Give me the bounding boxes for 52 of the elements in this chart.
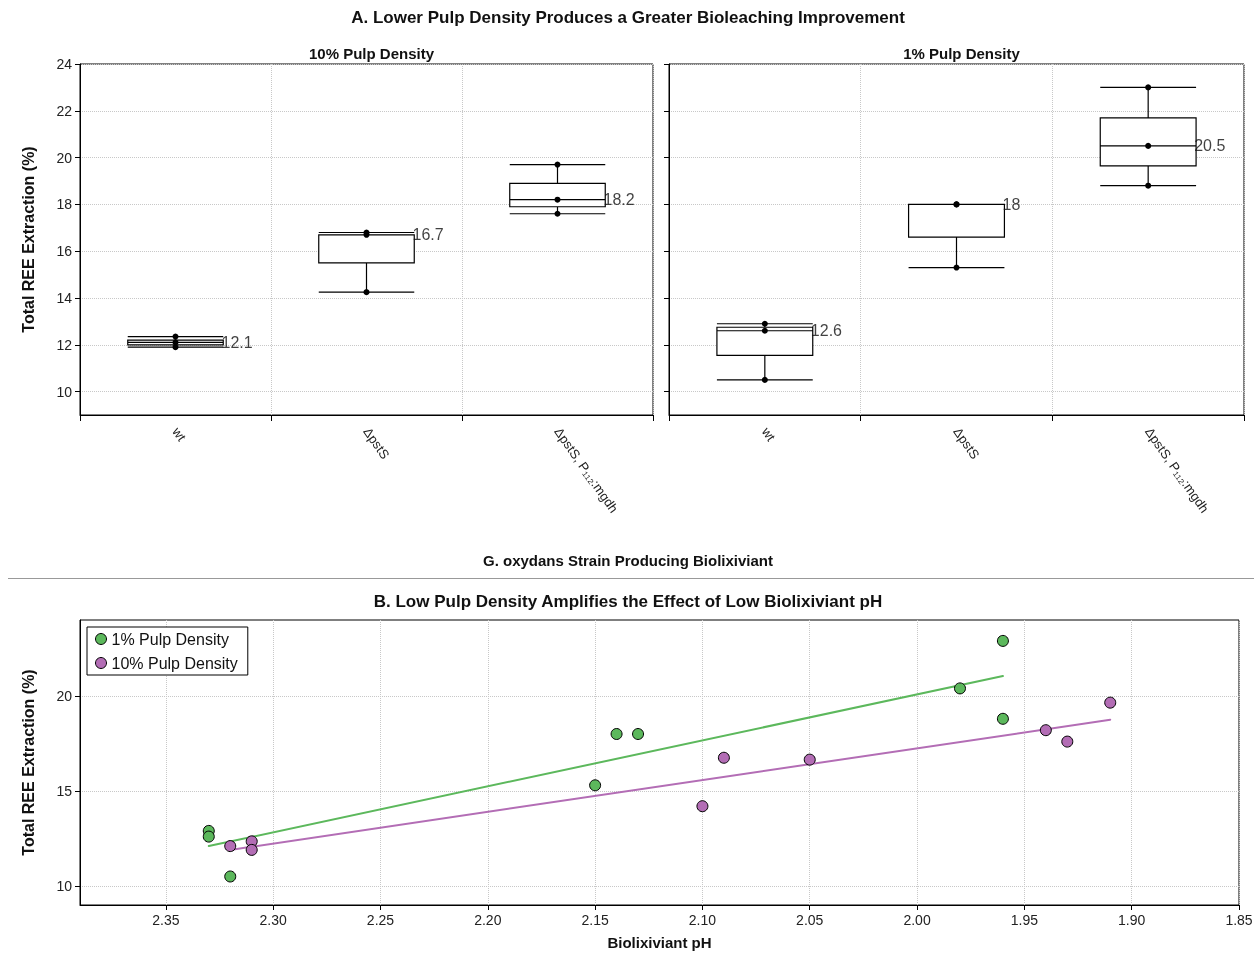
point bbox=[224, 840, 237, 853]
x-tick-label: 1.85 bbox=[1225, 912, 1253, 928]
x-tick-label: 2.15 bbox=[581, 912, 609, 928]
y-axis-title: Total REE Extraction (%) bbox=[19, 669, 37, 856]
point bbox=[717, 751, 730, 764]
annotation: 16.7 bbox=[412, 226, 444, 244]
chart-title: A. Lower Pulp Density Produces a Greater Bioleaching Improvement bbox=[350, 8, 906, 28]
x-tick-label: 1.95 bbox=[1010, 912, 1039, 928]
x-tick-label: 2.05 bbox=[796, 912, 824, 928]
point bbox=[1061, 735, 1074, 748]
x-tick-label: 2.30 bbox=[259, 912, 287, 928]
point bbox=[996, 634, 1009, 647]
x-tick-label: 2.10 bbox=[688, 912, 717, 928]
x-axis-title: Biolixiviant pH bbox=[607, 934, 712, 951]
x-axis-title: G. oxydans Strain Producing Biolixiviant bbox=[481, 552, 775, 569]
y-tick-label: 14 bbox=[56, 290, 73, 306]
y-tick-label: 24 bbox=[56, 56, 73, 72]
y-tick-label: 20 bbox=[56, 149, 73, 166]
legend-label: 10% Pulp Density bbox=[111, 654, 238, 672]
y-tick-label: 12 bbox=[56, 336, 73, 353]
y-tick-label: 22 bbox=[56, 102, 73, 119]
y-tick-label: 20 bbox=[56, 688, 73, 704]
point bbox=[245, 843, 258, 856]
point bbox=[589, 779, 602, 792]
point bbox=[803, 753, 816, 766]
y-tick-label: 10 bbox=[56, 383, 73, 400]
point bbox=[953, 682, 966, 695]
chart-subtitle: 1% Pulp Density bbox=[903, 45, 1021, 62]
y-tick-label: 10 bbox=[56, 878, 73, 894]
point bbox=[202, 830, 215, 843]
annotation: 18 bbox=[1002, 195, 1021, 213]
x-tick-label: wt bbox=[168, 423, 190, 445]
point bbox=[610, 728, 623, 740]
x-tick-label: 2.35 bbox=[152, 912, 180, 928]
legend-label: 1% Pulp Density bbox=[111, 630, 229, 648]
chart-subtitle: 10% Pulp Density bbox=[308, 45, 435, 62]
point bbox=[224, 870, 237, 883]
x-tick-label: 2.25 bbox=[366, 912, 395, 928]
y-axis-title: Total REE Extraction (%) bbox=[19, 146, 37, 333]
point bbox=[1104, 696, 1117, 709]
y-tick-label: 15 bbox=[56, 783, 73, 799]
x-tick-label: 1.90 bbox=[1118, 912, 1146, 928]
x-tick-label: 2.20 bbox=[474, 912, 502, 928]
x-tick-label: 2.00 bbox=[903, 912, 931, 928]
x-tick-label: wt bbox=[758, 423, 779, 445]
chart-title: B. Low Pulp Density Amplifies the Effect of Low Biolixiviant pH bbox=[373, 592, 883, 611]
y-tick-label: 18 bbox=[56, 196, 73, 213]
point bbox=[1039, 724, 1052, 737]
point bbox=[632, 728, 645, 740]
point bbox=[996, 712, 1009, 725]
y-tick-label: 16 bbox=[56, 243, 73, 260]
point bbox=[696, 800, 709, 813]
